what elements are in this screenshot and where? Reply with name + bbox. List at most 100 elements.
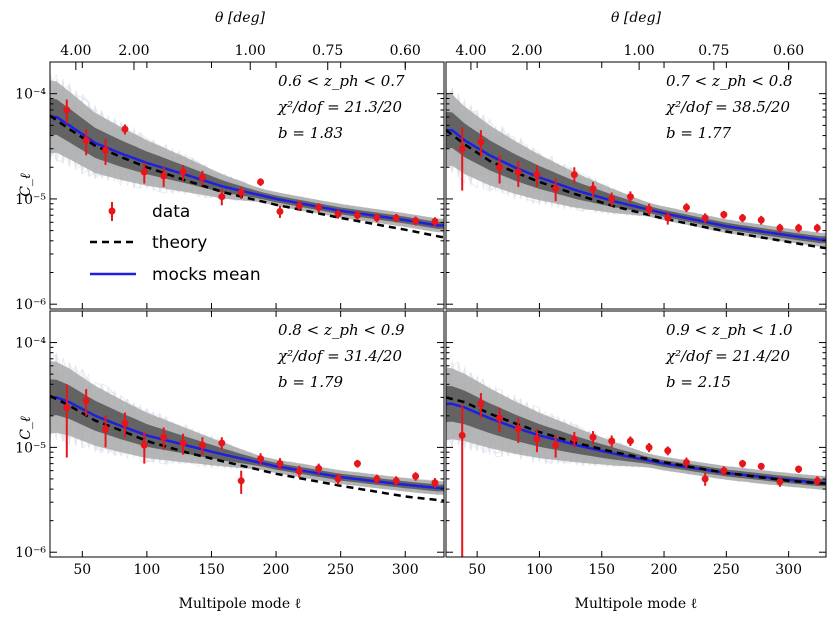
top-theta-tick-label: 1.00 [624,43,655,59]
data-point [813,224,821,232]
panel-annotation: χ²/dof = 21.3/20 [277,98,402,116]
panel-annotation: 0.9 < z_ph < 1.0 [666,321,793,339]
data-point [412,217,420,225]
x-axis-title-right: Multipole mode ℓ [575,596,698,612]
mocks-1sigma-band [50,379,444,492]
data-point [739,214,747,222]
legend-label-theory: theory [152,233,207,253]
top-theta-tick-label: 2.00 [511,43,542,59]
mocks-1sigma-band [446,385,826,487]
data-point [179,439,187,447]
panel-frame [445,310,827,558]
panel-frame [49,310,445,558]
panel-bottom-left: 50 100 150 200 250 300 10⁻⁶ 10⁻⁵ 10⁻⁴ 0.8 < z_ph … [15,310,445,578]
data-point [701,475,709,483]
top-theta-tick-label: 0.60 [773,43,804,59]
mocks-1sigma-band [50,98,444,229]
top-theta-tick-label: 2.00 [118,43,149,59]
data-point [757,462,765,470]
data-point [140,441,148,449]
data-point [682,203,690,211]
theory-line [446,396,826,485]
legend-label-mocks-mean: mocks mean [152,265,261,285]
data-point [570,171,578,179]
legend-label-data: data [152,202,190,222]
panel-annotation: 0.6 < z_ph < 0.7 [278,72,405,90]
data-point [514,168,522,176]
data-point [795,465,803,473]
panel-annotation: 0.8 < z_ph < 0.9 [278,321,405,339]
y-tick-label: 10⁻⁵ [15,440,46,456]
data-point [121,125,129,133]
data-point [179,168,187,176]
data-point [198,441,206,449]
panel-annotation: χ²/dof = 21.4/20 [665,347,790,365]
data-point [140,168,148,176]
mocks-mean-line [446,128,826,241]
data-point [626,193,634,201]
data-point [477,400,485,408]
data-point [552,185,560,193]
data-point [570,435,578,443]
data-point [237,189,245,197]
data-point [645,443,653,451]
data-point [257,455,265,463]
data-point [431,218,439,226]
top-theta-tick-label: 0.75 [698,43,729,59]
y-tick-label: 10⁻⁶ [15,297,46,313]
top-theta-tick-label: 4.00 [455,43,486,59]
mocks-1sigma-band [446,111,826,244]
data-point [739,460,747,468]
x-tick-label: 100 [134,562,161,578]
data-point [334,210,342,218]
data-point [701,214,709,222]
data-point [795,224,803,232]
data-point [458,145,466,153]
data-point [276,460,284,468]
data-point [295,467,303,475]
data-point [412,472,420,480]
data-point [533,171,541,179]
x-tick-label: 50 [73,562,91,578]
data-point [776,224,784,232]
data-point [102,425,110,433]
panels: 10⁻⁶ 10⁻⁵ 10⁻⁴ 4.00 2.00 1.00 0.75 0.60 0.6 < z_… [15,43,827,578]
plot-area [446,85,826,250]
panel-annotation: b = 1.83 [278,124,343,142]
data-point [757,216,765,224]
data-point [626,437,634,445]
data-point [589,433,597,441]
data-point [276,207,284,215]
x-tick-label: 150 [588,562,615,578]
data-point [514,425,522,433]
x-axis-title-left: Multipole mode ℓ [179,596,302,612]
data-point [496,414,504,422]
data-point [63,106,71,114]
y-axis-title-bottom: C_ℓ [18,416,34,440]
plot-area [50,352,444,502]
data-point [63,404,71,412]
data-point [198,173,206,181]
legend: data theory mocks mean [90,202,261,285]
data-point [315,464,323,472]
top-theta-tick-label: 1.00 [235,43,266,59]
y-tick-label: 10⁻⁴ [15,336,46,352]
top-theta-tick-label: 0.75 [312,43,343,59]
y-tick-label: 10⁻⁶ [15,545,46,561]
data-point [82,397,90,405]
top-theta-tick-label: 4.00 [60,43,91,59]
panel-top-left: 10⁻⁶ 10⁻⁵ 10⁻⁴ 4.00 2.00 1.00 0.75 0.60 0.6 < z_… [15,43,445,313]
data-point [392,477,400,485]
legend-data-marker [108,207,116,215]
y-tick-label: 10⁻⁵ [15,192,46,208]
data-point [218,439,226,447]
panel-annotation: χ²/dof = 38.5/20 [665,98,790,116]
panel-annotation: b = 1.79 [278,373,344,391]
data-point [813,477,821,485]
panel-frame [445,61,827,310]
panel-top-right: 4.00 2.00 1.00 0.75 0.60 0.7 < z_ph < 0.8 χ²/d… [445,43,827,310]
data-point [218,193,226,201]
data-point [373,214,381,222]
x-tick-label: 300 [392,562,419,578]
